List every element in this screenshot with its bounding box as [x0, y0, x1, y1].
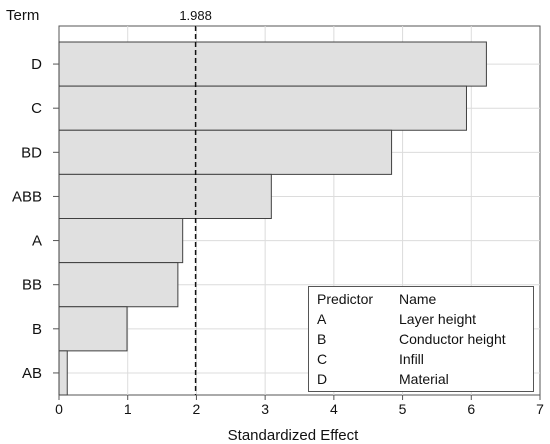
legend-row-c: C Infill [317, 351, 424, 367]
legend-row-d: D Material [317, 371, 449, 387]
legend-row-a: A Layer height [317, 311, 476, 327]
bar-b [58, 306, 128, 352]
legend-name: Infill [399, 351, 424, 367]
bar-c [58, 85, 467, 131]
legend-row-b: B Conductor height [317, 331, 506, 347]
x-tick-label: 1 [124, 401, 132, 417]
y-tick-label: AB [22, 365, 42, 382]
y-tick-label: B [32, 321, 42, 338]
legend-code: B [317, 331, 327, 347]
bars [58, 41, 487, 396]
x-tick-label: 7 [536, 401, 544, 417]
predictor-legend: Predictor Name A Layer height B Conductor h… [308, 286, 534, 392]
legend-code: C [317, 351, 328, 367]
y-tick-label: A [32, 233, 42, 250]
y-axis-header: Term [6, 7, 39, 24]
legend-name: Conductor height [399, 331, 506, 347]
x-axis: 0 1 2 3 4 5 6 7 [55, 395, 544, 417]
x-tick-label: 0 [55, 401, 63, 417]
y-tick-label: C [31, 100, 42, 117]
legend-header-name: Name [399, 291, 437, 307]
x-tick-label: 2 [193, 401, 201, 417]
bar-a [58, 218, 184, 264]
bar-abb [58, 173, 272, 219]
legend-code: A [317, 311, 327, 327]
x-tick-label: 5 [399, 401, 407, 417]
bar-bd [58, 129, 393, 175]
bar-bb [58, 262, 179, 308]
legend-name: Material [399, 371, 449, 387]
legend-code: D [317, 371, 328, 387]
x-tick-label: 3 [261, 401, 269, 417]
bar-d [58, 41, 487, 87]
y-tick-label: BD [21, 144, 42, 161]
x-tick-label: 4 [330, 401, 338, 417]
bar-ab [58, 350, 68, 396]
legend-name: Layer height [399, 311, 477, 327]
y-tick-label: BB [22, 277, 42, 294]
y-tick-label: D [31, 56, 42, 73]
legend-header: Predictor Name [317, 291, 436, 307]
x-axis-label: Standardized Effect [228, 427, 359, 444]
x-tick-label: 6 [467, 401, 475, 417]
legend-header-predictor: Predictor [317, 291, 374, 307]
y-tick-label: ABB [12, 188, 42, 205]
reference-line-label: 1.988 [179, 8, 212, 23]
reference-line-group: 1.988 [179, 8, 212, 395]
